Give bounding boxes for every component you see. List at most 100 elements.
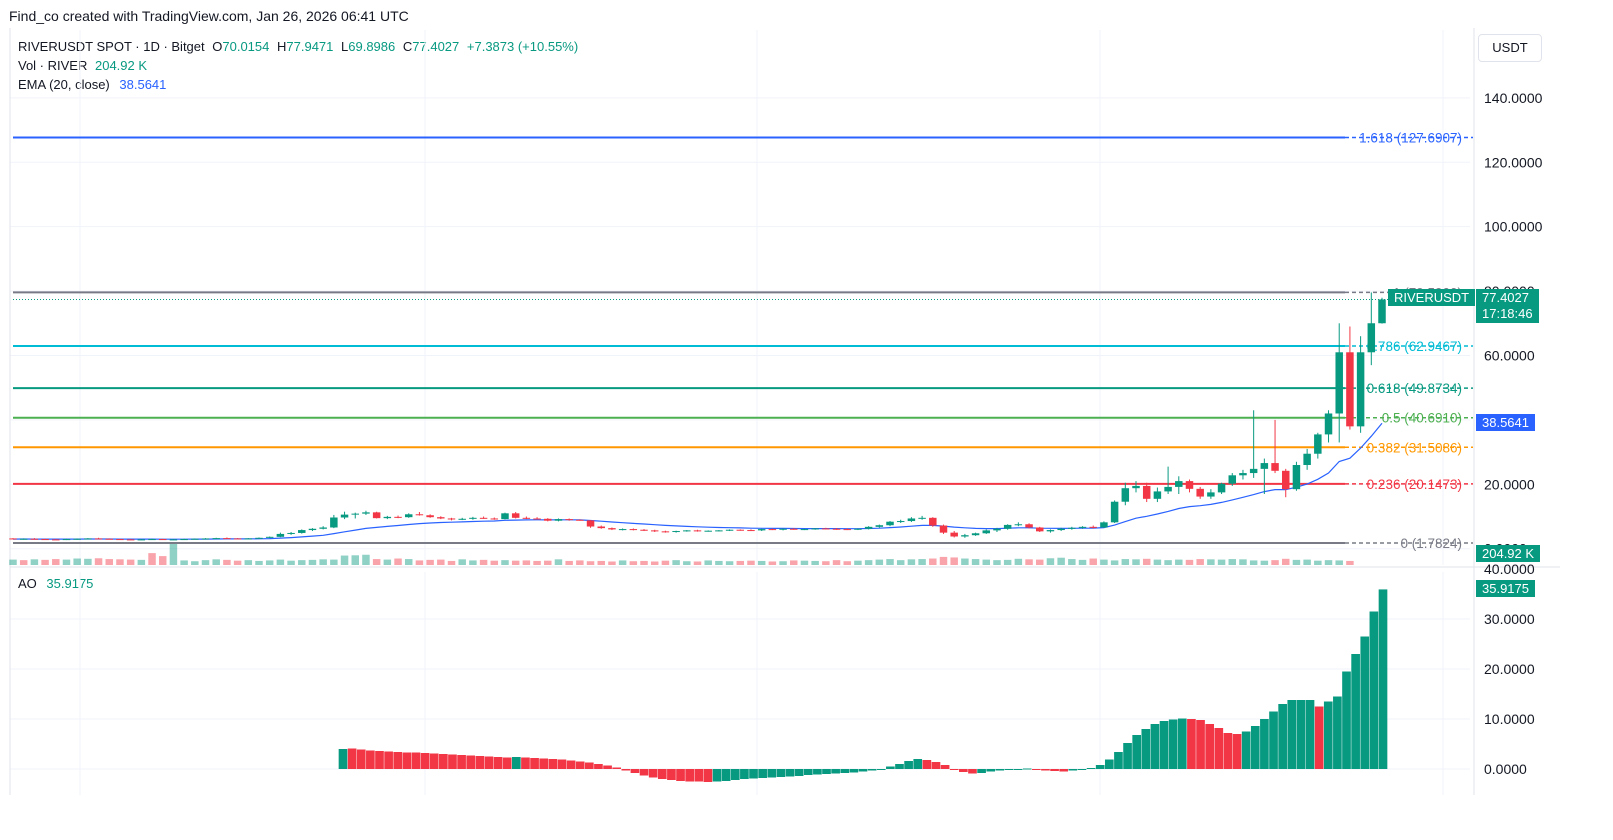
ao-bar-95 (1205, 724, 1214, 769)
candle-body-69 (747, 530, 755, 532)
ao-bar-46 (758, 769, 767, 778)
volume-bar-34 (372, 559, 381, 565)
volume-bar-51 (554, 559, 563, 565)
ao-bar-4 (375, 751, 384, 769)
ao-bar-102 (1269, 711, 1278, 769)
candle-body-32 (351, 513, 359, 515)
ao-bar-17 (493, 757, 503, 769)
volume-bar-99 (1068, 559, 1076, 565)
ao-bar-112 (1360, 636, 1370, 769)
candle-body-93 (1003, 524, 1012, 529)
volume-bar-30 (330, 559, 338, 565)
volume-price-tag: 204.92 K (1476, 545, 1541, 562)
fib-label-0: 1.618 (127.6907) (1359, 131, 1462, 146)
candle-body-62 (672, 531, 680, 533)
candle-body-15 (169, 539, 178, 541)
volume-bar-9 (105, 559, 114, 565)
volume-legend[interactable]: Vol · RIVER 204.92 K (18, 58, 147, 73)
candle-body-104 (1121, 488, 1130, 502)
volume-bar-5 (62, 559, 71, 565)
ema-price-tag: 38.5641 (1476, 414, 1535, 431)
ao-bar-68 (959, 769, 968, 772)
volume-bar-67 (725, 561, 734, 565)
high-value: 77.9471 (286, 39, 334, 54)
ao-bar-49 (785, 769, 795, 777)
volume-bar-77 (832, 560, 841, 565)
candle-body-100 (1078, 526, 1087, 528)
volume-bar-32 (351, 555, 359, 565)
candle-body-74 (800, 529, 809, 531)
ao-bar-53 (822, 769, 831, 774)
ao-bar-40 (703, 769, 713, 782)
volume-bar-120 (1292, 559, 1301, 565)
candle-body-98 (1057, 528, 1065, 531)
ao-bar-51 (803, 769, 813, 775)
volume-bar-76 (822, 561, 830, 565)
ohlc-legend: RIVERUSDT SPOT · 1D · Bitget O70.0154 H7… (18, 39, 578, 54)
volume-bar-116 (1249, 560, 1258, 565)
ao-bar-1 (347, 748, 357, 769)
low-value: 69.8986 (348, 39, 396, 54)
ao-bar-15 (475, 756, 485, 769)
candle-body-19 (212, 538, 220, 540)
candle-body-0 (9, 538, 17, 540)
currency-selector[interactable]: USDT (1478, 34, 1542, 62)
volume-bar-91 (982, 559, 991, 565)
volume-bar-82 (886, 559, 894, 565)
ao-bar-37 (676, 769, 685, 781)
ao-bar-87 (1132, 735, 1142, 769)
volume-bar-27 (298, 560, 306, 565)
ao-y-tick-label-2: 10.0000 (1484, 711, 1535, 727)
ao-bar-96 (1214, 728, 1224, 769)
volume-bar-20 (223, 559, 231, 565)
ema-legend[interactable]: EMA (20, close) 38.5641 (18, 77, 166, 92)
symbol-title[interactable]: RIVERUSDT SPOT · 1D · Bitget (18, 39, 205, 54)
ao-bar-90 (1159, 721, 1169, 769)
ao-bar-73 (1004, 769, 1014, 770)
ao-bar-26 (575, 761, 585, 769)
ao-bar-101 (1260, 719, 1269, 769)
volume-bar-50 (544, 560, 552, 565)
candle-body-31 (340, 514, 349, 518)
candle-body-120 (1292, 465, 1301, 490)
ao-bar-22 (539, 758, 549, 769)
ao-bar-41 (712, 769, 722, 782)
ao-bar-111 (1351, 654, 1360, 769)
volume-bar-23 (255, 560, 263, 565)
volume-bar-101 (1089, 558, 1097, 565)
volume-bar-110 (1185, 559, 1194, 565)
candle-body-1 (19, 538, 28, 540)
volume-bar-83 (896, 560, 905, 565)
volume-bar-3 (41, 559, 49, 565)
volume-bar-123 (1324, 560, 1333, 565)
candle-body-67 (725, 529, 734, 531)
last-price-tag: 77.4027 17:18:46 (1476, 289, 1539, 323)
volume-bar-108 (1164, 560, 1172, 565)
ao-bar-66 (940, 765, 950, 769)
candle-body-90 (971, 533, 980, 536)
volume-bar-31 (340, 555, 349, 565)
volume-bar-0 (9, 559, 17, 565)
volume-bar-93 (1003, 559, 1012, 565)
y-tick-label-40: 40.0000 (1484, 561, 1535, 577)
volume-bar-103 (1110, 560, 1119, 565)
volume-bar-48 (522, 560, 531, 565)
ao-bar-39 (694, 769, 704, 782)
ao-legend[interactable]: AO 35.9175 (18, 576, 93, 591)
volume-bar-1 (19, 560, 28, 565)
ao-y-tick-label-1: 20.0000 (1484, 661, 1535, 677)
candle-body-63 (683, 530, 691, 532)
ao-bar-44 (740, 769, 749, 779)
volume-bar-66 (715, 560, 723, 565)
ao-bar-77 (1041, 769, 1050, 771)
close-label: C (402, 39, 413, 54)
candle-body-47 (511, 513, 520, 518)
ao-price-tag: 35.9175 (1476, 580, 1535, 597)
volume-bar-29 (319, 559, 327, 565)
candle-body-23 (255, 537, 263, 539)
volume-bar-14 (158, 556, 167, 565)
volume-bar-21 (233, 560, 242, 565)
candle-body-81 (875, 525, 884, 527)
volume-bar-59 (640, 560, 648, 565)
